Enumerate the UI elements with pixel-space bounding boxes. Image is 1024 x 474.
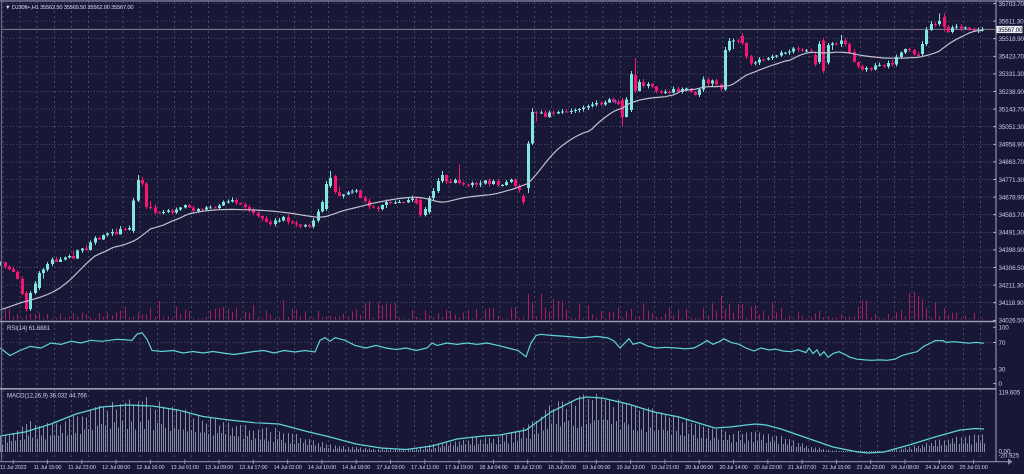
svg-text:17 Jul 11:00: 17 Jul 11:00 [411,465,439,471]
svg-text:▼ DJ30ft+,H1 35562.50 35569.5: ▼ DJ30ft+,H1 35562.50 35569.50 35562.00 … [5,5,133,11]
svg-text:35611.30: 35611.30 [999,18,1024,25]
svg-text:35518.90: 35518.90 [999,36,1024,43]
svg-text:35238.90: 35238.90 [999,89,1024,96]
svg-text:34863.70: 34863.70 [999,159,1024,166]
svg-text:35051.30: 35051.30 [999,124,1024,131]
svg-text:13 Jul 01:00: 13 Jul 01:00 [171,465,199,471]
svg-text:14 Jul 18:00: 14 Jul 18:00 [342,465,370,471]
svg-text:12 Jul 08:00: 12 Jul 08:00 [102,465,130,471]
svg-text:34491.30: 34491.30 [999,230,1024,237]
svg-text:17 Jul 03:00: 17 Jul 03:00 [376,465,404,471]
svg-text:14 Jul 10:00: 14 Jul 10:00 [308,465,336,471]
svg-text:11 Jul 2023: 11 Jul 2023 [0,465,26,471]
svg-text:34958.90: 34958.90 [999,142,1024,149]
svg-text:34306.50: 34306.50 [999,265,1024,272]
svg-text:19 Jul 05:00: 19 Jul 05:00 [582,465,610,471]
svg-text:34583.70: 34583.70 [999,212,1024,219]
svg-text:MACD(12,26,9) 36.032 44.766: MACD(12,26,9) 36.032 44.766 [7,393,87,400]
svg-text:21 Jul 23:00: 21 Jul 23:00 [857,465,885,471]
svg-text:34771.30: 34771.30 [999,177,1024,184]
svg-text:19 Jul 21:00: 19 Jul 21:00 [651,465,679,471]
svg-text:34211.30: 34211.30 [999,282,1024,289]
svg-text:RSI(14) 61.6881: RSI(14) 61.6881 [7,325,51,332]
svg-text:20 Jul 06:00: 20 Jul 06:00 [685,465,713,471]
svg-text:35423.70: 35423.70 [999,54,1024,61]
svg-text:30: 30 [999,366,1006,373]
svg-text:21 Jul 07:00: 21 Jul 07:00 [788,465,816,471]
svg-text:35703.70: 35703.70 [999,1,1024,8]
svg-text:18 Jul 12:00: 18 Jul 12:00 [514,465,542,471]
svg-text:17 Jul 19:00: 17 Jul 19:00 [445,465,473,471]
svg-text:12 Jul 16:00: 12 Jul 16:00 [136,465,164,471]
svg-text:35567.00: 35567.00 [998,27,1023,34]
svg-text:14 Jul 02:00: 14 Jul 02:00 [274,465,302,471]
svg-text:34026.50: 34026.50 [999,318,1024,325]
svg-text:34118.90: 34118.90 [999,300,1024,307]
svg-text:24 Jul 16:00: 24 Jul 16:00 [925,465,953,471]
svg-text:0.00: 0.00 [999,448,1011,455]
svg-text:24 Jul 08:00: 24 Jul 08:00 [891,465,919,471]
svg-text:-20.925: -20.925 [999,453,1020,460]
svg-text:11 Jul 23:00: 11 Jul 23:00 [68,465,96,471]
svg-text:18 Jul 20:00: 18 Jul 20:00 [548,465,576,471]
svg-text:70: 70 [999,340,1006,347]
svg-text:21 Jul 15:00: 21 Jul 15:00 [822,465,850,471]
svg-text:20 Jul 14:00: 20 Jul 14:00 [719,465,747,471]
svg-text:0: 0 [999,381,1003,388]
svg-text:13 Jul 09:00: 13 Jul 09:00 [205,465,233,471]
svg-text:35143.70: 35143.70 [999,106,1024,113]
svg-text:20 Jul 22:00: 20 Jul 22:00 [754,465,782,471]
svg-text:25 Jul 01:00: 25 Jul 01:00 [960,465,988,471]
svg-text:19 Jul 13:00: 19 Jul 13:00 [617,465,645,471]
svg-text:18 Jul 04:00: 18 Jul 04:00 [479,465,507,471]
svg-text:13 Jul 17:00: 13 Jul 17:00 [239,465,267,471]
svg-text:100: 100 [999,325,1010,332]
svg-text:119.605: 119.605 [999,389,1021,396]
svg-text:34398.90: 34398.90 [999,247,1024,254]
svg-text:11 Jul 15:00: 11 Jul 15:00 [34,465,62,471]
svg-text:34678.90: 34678.90 [999,194,1024,201]
svg-text:35331.30: 35331.30 [999,71,1024,78]
